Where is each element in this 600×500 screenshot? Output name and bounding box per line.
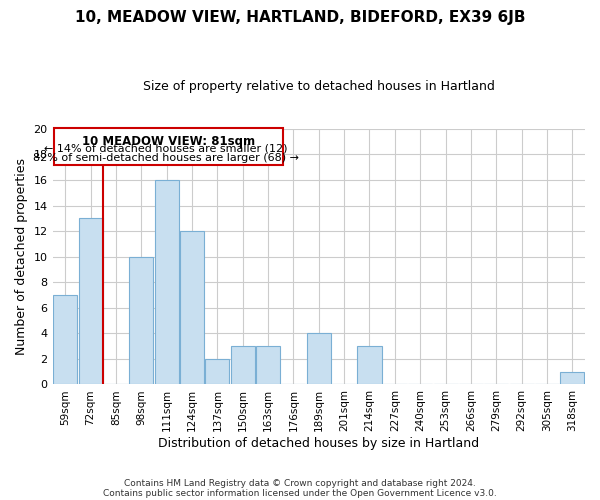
Bar [256,346,280,385]
Bar [129,256,154,384]
Bar [79,218,103,384]
X-axis label: Distribution of detached houses by size in Hartland: Distribution of detached houses by size … [158,437,479,450]
Y-axis label: Number of detached properties: Number of detached properties [15,158,28,355]
Text: ← 14% of detached houses are smaller (12): ← 14% of detached houses are smaller (12… [44,144,288,154]
Bar [53,295,77,384]
Text: 10 MEADOW VIEW: 81sqm: 10 MEADOW VIEW: 81sqm [82,134,255,147]
Bar [307,334,331,384]
Text: Contains public sector information licensed under the Open Government Licence v3: Contains public sector information licen… [103,488,497,498]
Bar [205,359,229,384]
Bar [155,180,179,384]
FancyBboxPatch shape [54,128,283,166]
Bar [230,346,255,385]
Bar [358,346,382,385]
Bar [560,372,584,384]
Bar [180,231,204,384]
Text: 10, MEADOW VIEW, HARTLAND, BIDEFORD, EX39 6JB: 10, MEADOW VIEW, HARTLAND, BIDEFORD, EX3… [75,10,525,25]
Text: Contains HM Land Registry data © Crown copyright and database right 2024.: Contains HM Land Registry data © Crown c… [124,478,476,488]
Text: 82% of semi-detached houses are larger (68) →: 82% of semi-detached houses are larger (… [33,152,299,162]
Title: Size of property relative to detached houses in Hartland: Size of property relative to detached ho… [143,80,495,93]
